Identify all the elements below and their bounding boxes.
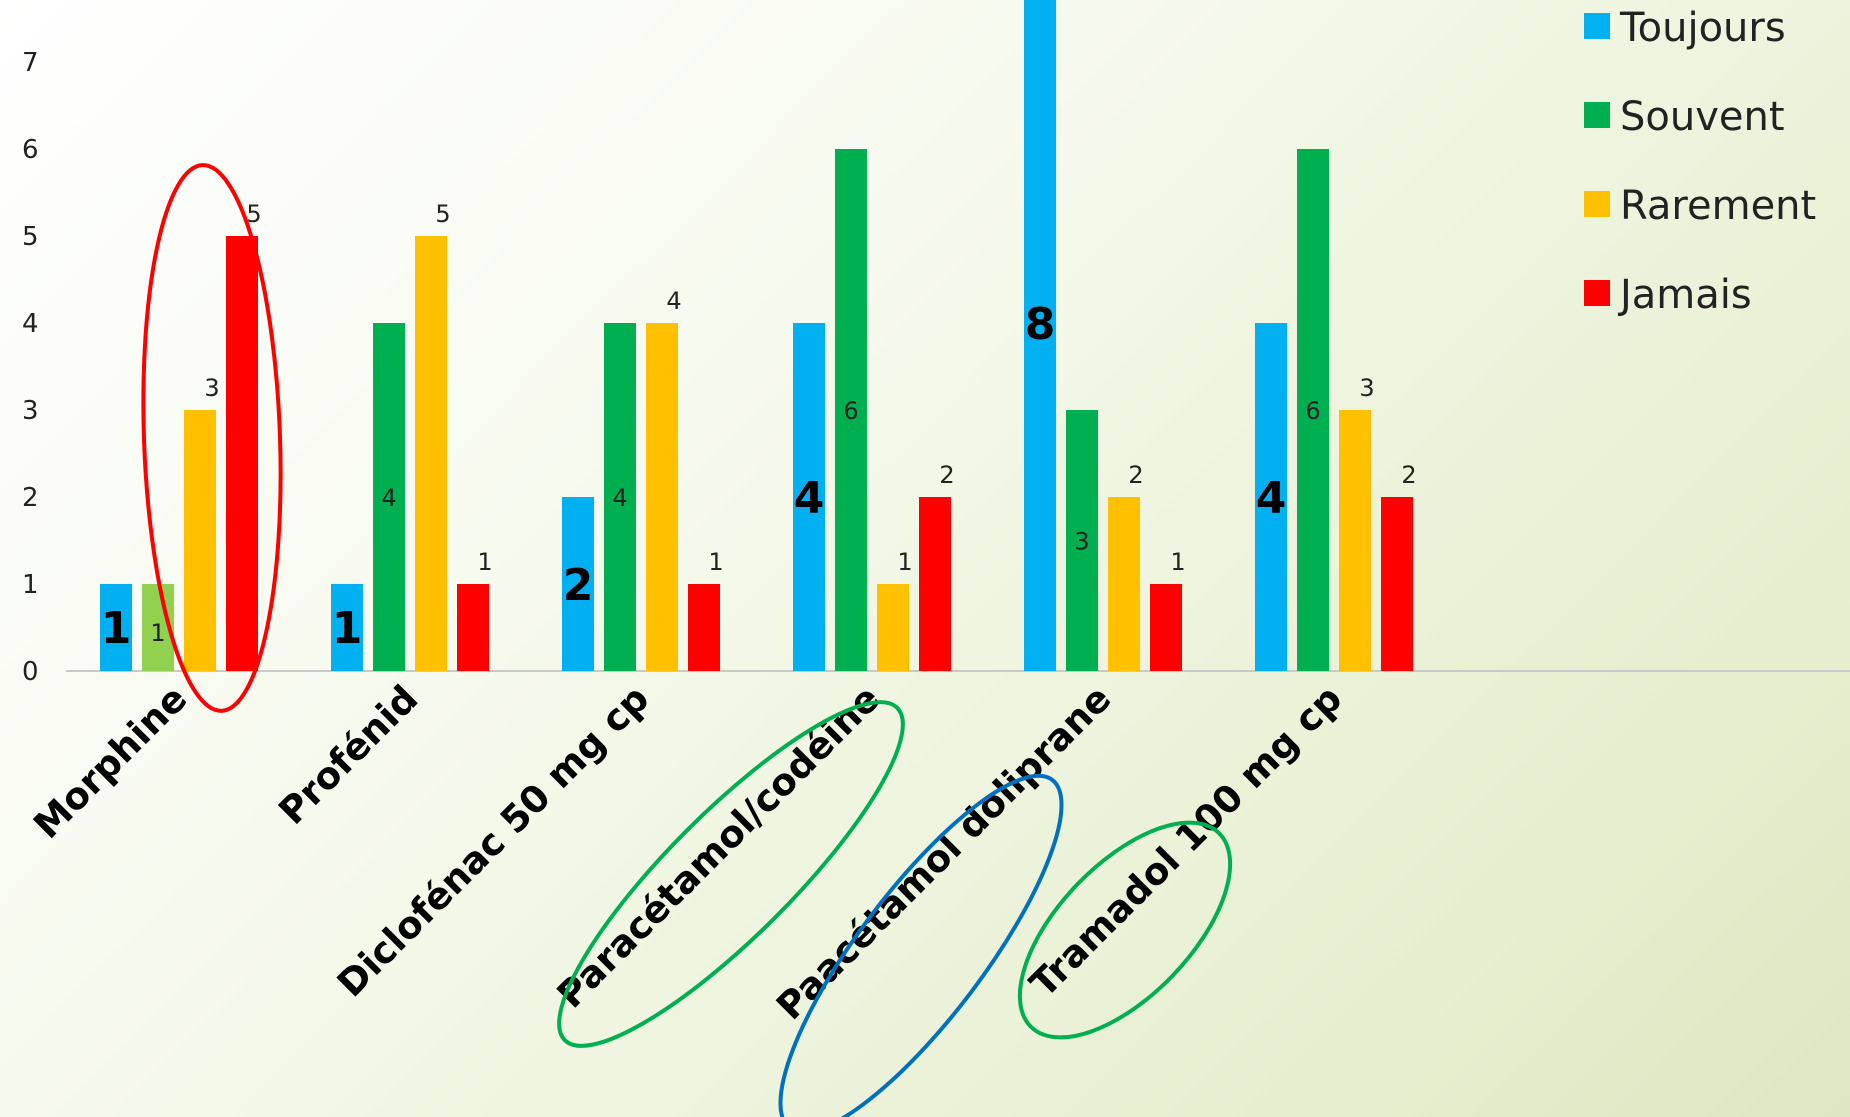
- bar: [1108, 497, 1140, 671]
- bar: [919, 497, 951, 671]
- bar: [1150, 584, 1182, 671]
- bar: [646, 323, 678, 671]
- annotation-ellipse: [778, 773, 1064, 1117]
- bar: [1024, 0, 1056, 671]
- annotation-ellipse: [141, 163, 283, 713]
- data-label: 1: [708, 548, 723, 576]
- bar: [1255, 323, 1287, 671]
- bar: [688, 584, 720, 671]
- data-label: 3: [1074, 528, 1089, 556]
- data-label: 3: [204, 374, 219, 402]
- data-label: 1: [477, 548, 492, 576]
- data-label: 2: [563, 560, 594, 611]
- axis-layer: 0 1 2 3 4 5 6 7: [22, 48, 1850, 687]
- y-tick-label: 7: [22, 48, 39, 78]
- data-label: 6: [1305, 397, 1320, 425]
- data-label: 1: [897, 548, 912, 576]
- legend: Toujours Souvent Rarement Jamais: [1584, 5, 1816, 318]
- y-tick-label: 5: [22, 222, 39, 252]
- data-label: 8: [1025, 299, 1056, 350]
- y-tick-label: 0: [22, 657, 39, 687]
- data-label: 2: [1128, 461, 1143, 489]
- data-label: 4: [1256, 473, 1287, 524]
- legend-swatch: [1584, 102, 1610, 128]
- data-label: 4: [381, 484, 396, 512]
- legend-label: Souvent: [1620, 94, 1785, 140]
- y-tick-label: 2: [22, 483, 39, 513]
- bar: [184, 410, 216, 671]
- data-label: 5: [435, 200, 450, 228]
- data-label: 5: [246, 200, 261, 228]
- bar: [835, 149, 867, 671]
- y-tick-label: 6: [22, 135, 39, 165]
- bar: [1381, 497, 1413, 671]
- bar: [877, 584, 909, 671]
- data-label: 1: [332, 603, 363, 654]
- data-label: 1: [1170, 548, 1185, 576]
- bar: [331, 584, 363, 671]
- bar: [100, 584, 132, 671]
- bar: [1297, 149, 1329, 671]
- y-tick-label: 1: [22, 570, 39, 600]
- legend-swatch: [1584, 191, 1610, 217]
- legend-label: Rarement: [1620, 183, 1816, 229]
- category-label: Profénid: [270, 677, 426, 833]
- category-label: Morphine: [25, 677, 195, 847]
- data-label: 2: [939, 461, 954, 489]
- bars-layer: [100, 0, 1413, 671]
- bar: [226, 236, 258, 671]
- y-tick-label: 4: [22, 309, 39, 339]
- data-label: 4: [794, 473, 825, 524]
- annotation-ellipse: [557, 700, 905, 1048]
- bar: [793, 323, 825, 671]
- legend-swatch: [1584, 280, 1610, 306]
- legend-swatch: [1584, 13, 1610, 39]
- bar: [1339, 410, 1371, 671]
- data-label: 1: [101, 603, 132, 654]
- bar: [604, 323, 636, 671]
- bar: [1066, 410, 1098, 671]
- bar: [415, 236, 447, 671]
- data-label: 1: [150, 619, 165, 647]
- bar: [457, 584, 489, 671]
- bar: [562, 497, 594, 671]
- annotation-ellipse: [1017, 820, 1233, 1040]
- data-label: 2: [1401, 461, 1416, 489]
- data-label: 4: [666, 287, 681, 315]
- legend-label: Jamais: [1617, 272, 1752, 318]
- y-tick-label: 3: [22, 396, 39, 426]
- data-label: 6: [843, 397, 858, 425]
- data-label: 4: [612, 484, 627, 512]
- bar: [373, 323, 405, 671]
- legend-label: Toujours: [1619, 5, 1786, 51]
- annotations-layer: [141, 163, 1233, 1117]
- data-label: 3: [1359, 374, 1374, 402]
